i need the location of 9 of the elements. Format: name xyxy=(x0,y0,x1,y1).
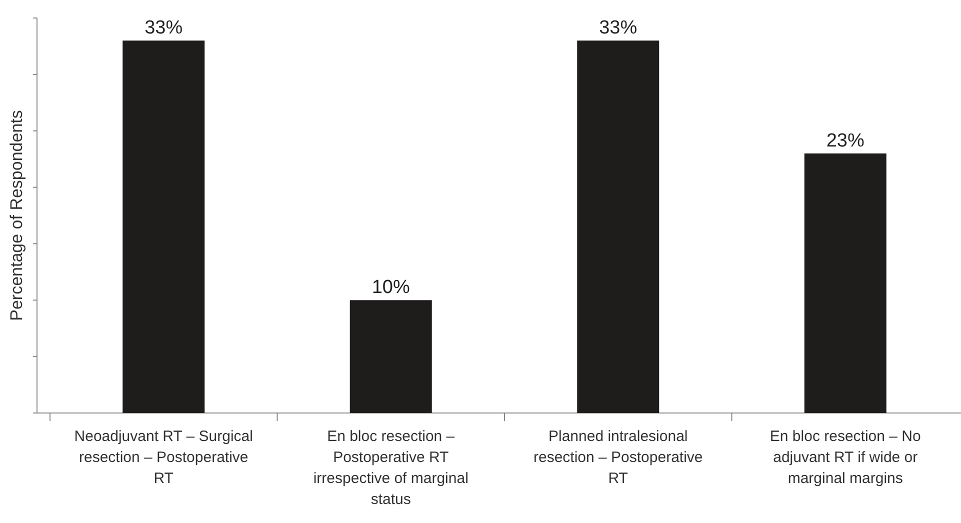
data-label: 33% xyxy=(144,18,183,39)
x-tick-label: En bloc resection – No adjuvant RT if wide or marginal margins xyxy=(770,428,921,487)
x-tick-label: Planned intralesional resection – Postoperative RT xyxy=(533,428,703,487)
data-label: 10% xyxy=(372,277,410,298)
y-axis-title: Percentage of Respondents xyxy=(7,110,26,321)
data-label: 23% xyxy=(826,130,864,152)
x-tick-label: Neoadjuvant RT – Surgical resection – Postoperative RT xyxy=(74,428,253,487)
x-tick-label: En bloc resection – Postoperative RT irrespective of marginal status xyxy=(313,428,468,508)
data-label: 33% xyxy=(599,18,638,39)
